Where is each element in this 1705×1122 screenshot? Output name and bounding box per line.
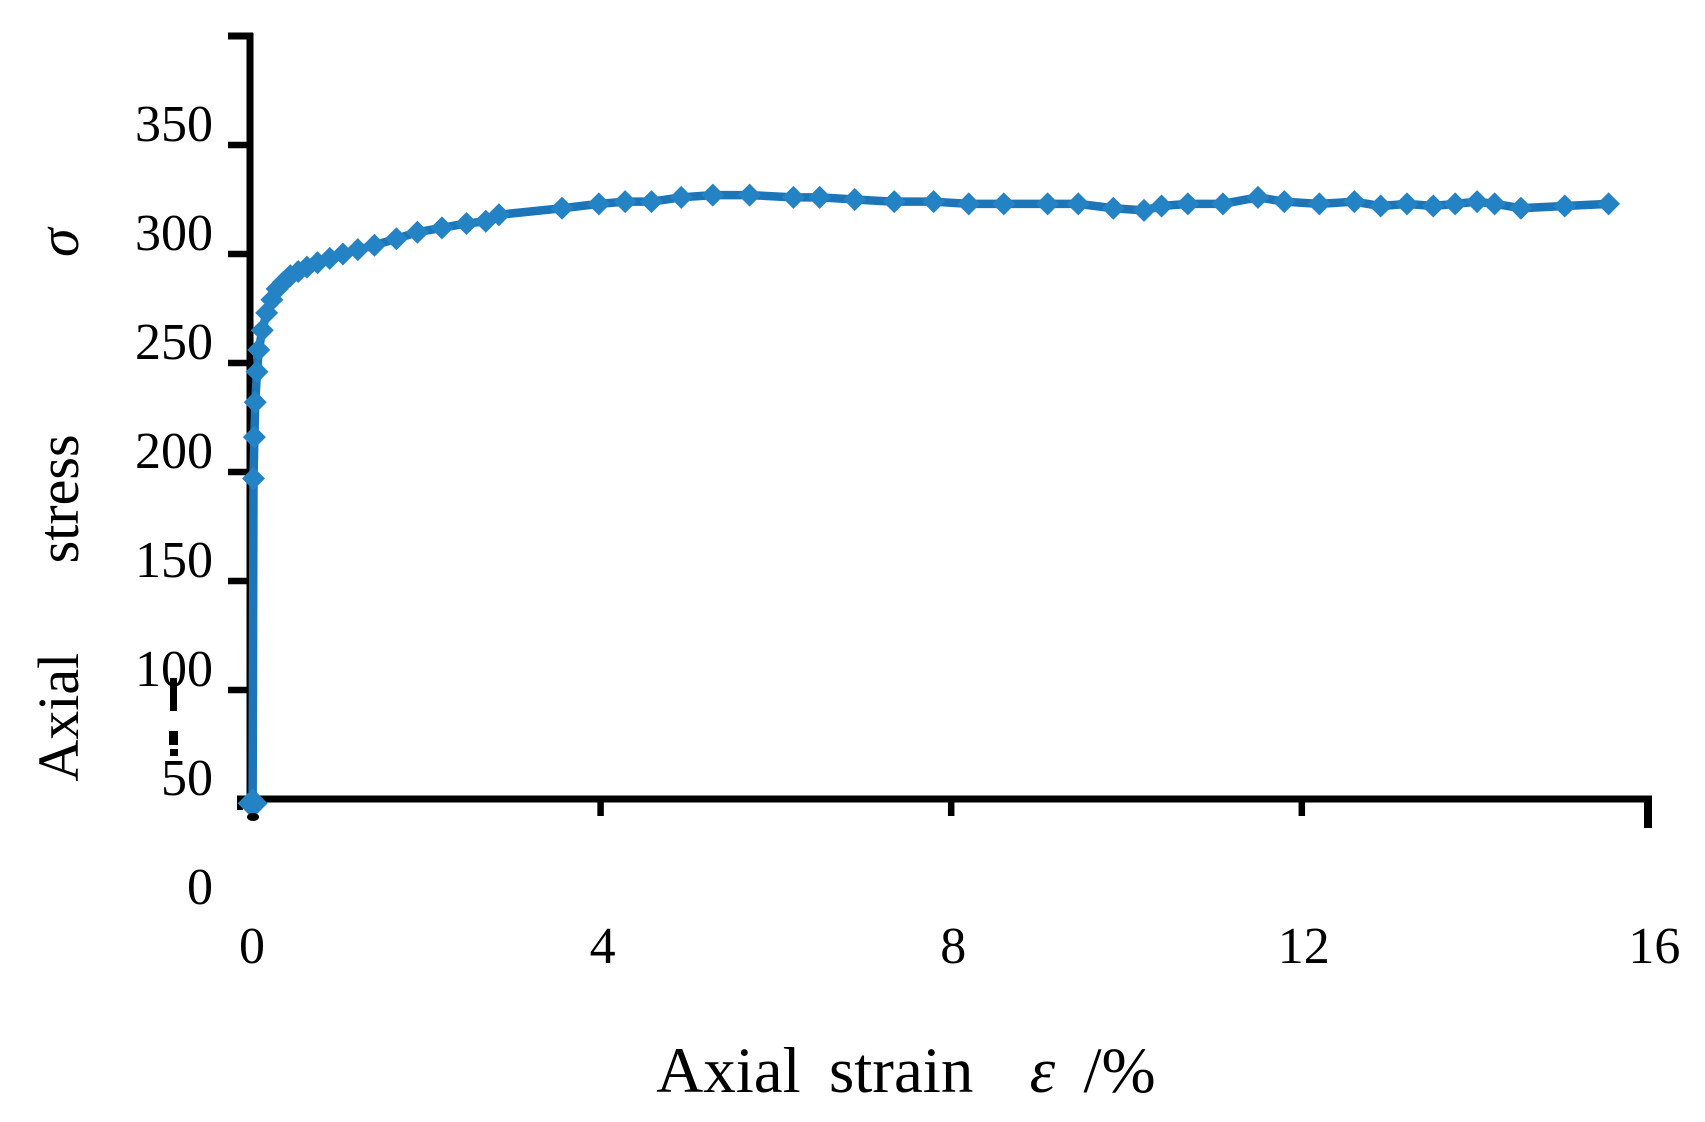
data-point-marker [362,233,386,257]
data-point-marker [1132,198,1156,222]
y-tick-label: 300 [135,205,213,262]
data-point-marker [1597,192,1621,216]
data-point-marker [843,188,867,211]
data-point-marker [1246,185,1270,209]
y-tick-label: 0 [187,859,213,916]
data-point-marker [243,390,267,414]
data-point-marker [245,360,269,384]
data-point-marker [669,185,693,209]
x-tick-label: 8 [940,918,966,975]
data-point-marker [922,190,946,214]
data-point-marker [405,220,429,244]
y-axis-title: Axial stress σ [26,226,91,782]
data-point-marker [1272,190,1296,214]
series-line [248,190,1613,808]
x-axis-title-text: Axial strain [656,1035,973,1107]
data-point-marker [346,238,370,262]
axes [228,32,1652,828]
data-point-marker [1211,192,1235,216]
data-point-marker [487,203,511,227]
data-point-marker [1465,190,1489,214]
data-point-marker [1553,194,1577,218]
glyph-artifacts [169,678,259,821]
y-tick-label: 50 [161,750,213,807]
data-point-marker [1101,196,1125,220]
data-point-marker [639,190,663,214]
data-point-marker [1369,194,1393,218]
y-axis-title-text: Axial stress [26,434,91,781]
data-point-marker [237,788,268,819]
data-point-marker [992,192,1016,216]
data-point-marker [957,192,981,216]
sigma-symbol: σ [26,226,91,257]
data-point-marker [882,190,906,214]
data-point-marker [242,467,266,491]
x-tick-label: 0 [239,918,265,975]
data-point-marker [738,183,762,207]
data-point-marker [701,183,725,207]
data-point-marker [1421,194,1445,218]
data-point-marker [242,425,266,449]
data-series [237,183,1621,819]
data-point-marker [1395,192,1419,216]
x-tick-label: 4 [590,918,616,975]
data-point-marker [384,227,408,251]
data-point-marker [295,255,319,279]
data-point-marker [808,185,832,209]
y-tick-label: 200 [135,423,213,480]
x-tick-label: 16 [1628,918,1680,975]
y-tick-label: 150 [135,532,213,589]
data-point-marker [1150,194,1174,218]
data-point-marker [1342,190,1366,214]
data-point-marker [247,338,271,362]
x-axis-unit: /% [1083,1035,1155,1107]
y-tick-label: 250 [135,314,213,371]
data-point-marker [1443,192,1467,216]
data-point-marker [1036,192,1060,216]
data-point-marker [1307,192,1331,216]
data-point-marker [1509,196,1533,220]
epsilon-symbol: ε [1030,1035,1056,1107]
x-tick-label: 12 [1278,918,1330,975]
data-point-marker [587,192,611,216]
data-point-marker [454,211,478,235]
data-point-marker [781,185,805,209]
data-point-marker [1176,192,1200,216]
data-point-marker [430,216,454,240]
x-axis-title: Axial strain ε /% [656,1035,1155,1107]
data-point-marker [1483,192,1507,216]
data-point-marker [550,196,574,220]
data-point-marker [250,318,274,342]
y-tick-label: 350 [135,96,213,153]
data-point-marker [1066,192,1090,216]
data-point-marker [613,190,637,214]
